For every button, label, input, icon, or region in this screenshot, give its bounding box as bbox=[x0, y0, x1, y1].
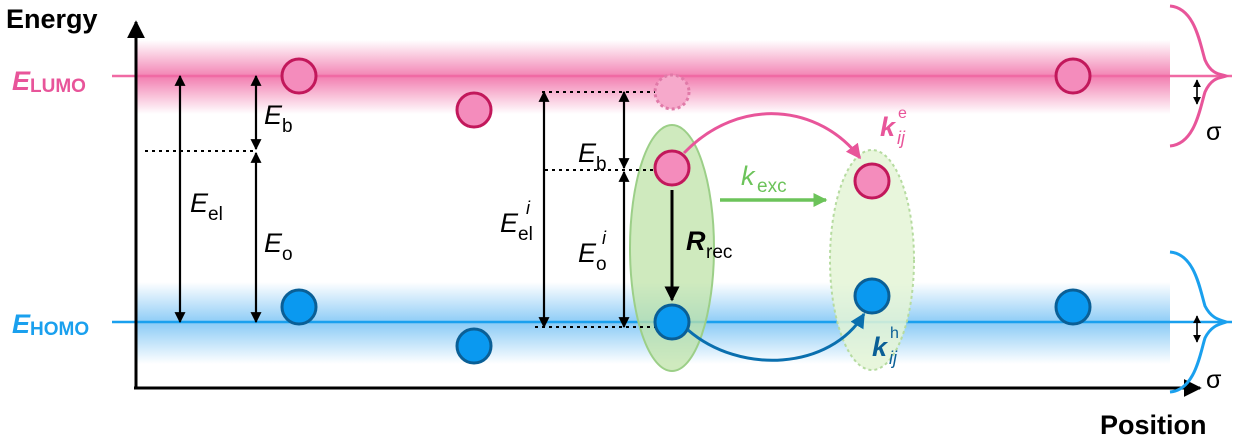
svg-text:i: i bbox=[602, 228, 607, 248]
k-e-label: k ij e bbox=[880, 105, 907, 148]
svg-text:k: k bbox=[872, 332, 889, 362]
lumo-site-exciton bbox=[653, 149, 691, 187]
svg-text:R: R bbox=[686, 226, 706, 256]
svg-text:E: E bbox=[190, 188, 209, 218]
svg-text:exc: exc bbox=[757, 176, 787, 197]
svg-text:o: o bbox=[282, 244, 293, 265]
svg-text:b: b bbox=[596, 154, 607, 175]
svg-text:e: e bbox=[898, 105, 907, 122]
y-axis-label: Energy bbox=[6, 4, 98, 34]
svg-text:rec: rec bbox=[706, 242, 732, 263]
e-o-label-left: E o bbox=[264, 228, 293, 265]
k-h-label: k ij h bbox=[872, 325, 899, 368]
homo-label: E HOMO bbox=[12, 309, 89, 340]
homo-site bbox=[853, 277, 891, 315]
svg-text:E: E bbox=[12, 66, 31, 96]
homo-site bbox=[455, 327, 493, 365]
e-b-label-left: E b bbox=[264, 100, 293, 137]
lumo-label: E LUMO bbox=[12, 66, 86, 97]
svg-text:E: E bbox=[578, 138, 597, 168]
lumo-dos-curve bbox=[1169, 4, 1230, 148]
svg-text:b: b bbox=[282, 116, 293, 137]
e-el-i-label: E el i bbox=[500, 198, 533, 245]
svg-text:i: i bbox=[526, 198, 531, 218]
lumo-site-vacant bbox=[653, 73, 691, 111]
e-o-i-label: E o i bbox=[578, 228, 607, 275]
svg-text:k: k bbox=[880, 112, 897, 142]
homo-site bbox=[1054, 288, 1092, 326]
svg-text:ij: ij bbox=[897, 128, 906, 148]
svg-text:E: E bbox=[264, 228, 283, 258]
svg-text:o: o bbox=[596, 254, 607, 275]
svg-text:E: E bbox=[264, 100, 283, 130]
e-b-label-mid: E b bbox=[578, 138, 607, 175]
homo-site-exciton bbox=[653, 303, 691, 341]
svg-text:el: el bbox=[208, 204, 223, 225]
svg-text:HOMO: HOMO bbox=[30, 319, 89, 340]
lumo-site bbox=[455, 91, 493, 129]
x-axis-label: Position bbox=[1100, 410, 1207, 440]
lumo-sigma-label: σ bbox=[1206, 118, 1222, 146]
homo-site bbox=[280, 288, 318, 326]
k-exc-label: k exc bbox=[741, 161, 787, 197]
lumo-site bbox=[853, 162, 891, 200]
lumo-site bbox=[1054, 57, 1092, 95]
hole-hop-arrow bbox=[687, 312, 866, 362]
svg-text:E: E bbox=[578, 238, 597, 268]
lumo-site bbox=[280, 57, 318, 95]
homo-dos-curve bbox=[1169, 250, 1230, 394]
svg-text:el: el bbox=[518, 224, 533, 245]
svg-text:LUMO: LUMO bbox=[30, 76, 86, 97]
r-rec-label: R rec bbox=[686, 226, 732, 263]
svg-text:E: E bbox=[500, 208, 519, 238]
electron-hop-arrow bbox=[682, 112, 862, 160]
svg-text:h: h bbox=[890, 325, 899, 342]
svg-text:k: k bbox=[741, 161, 756, 191]
svg-text:E: E bbox=[12, 309, 31, 339]
e-el-label: E el bbox=[190, 188, 223, 225]
homo-sigma-label: σ bbox=[1206, 366, 1222, 394]
svg-text:ij: ij bbox=[889, 348, 898, 368]
